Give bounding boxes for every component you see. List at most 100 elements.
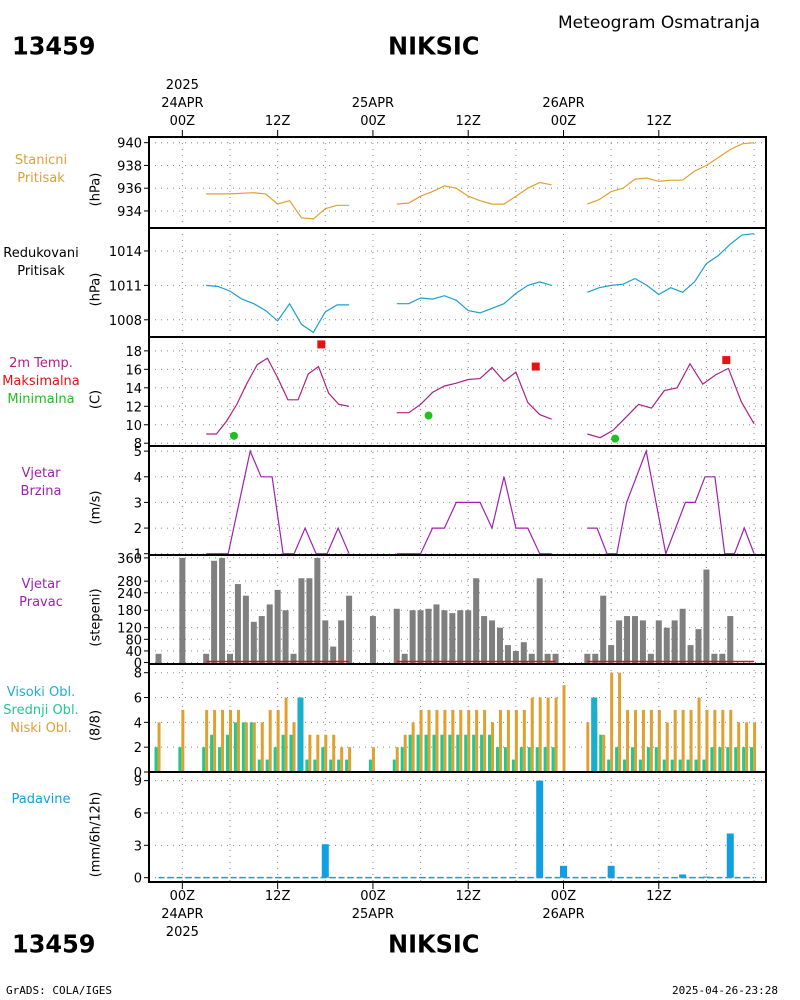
panel-label: Redukovani — [3, 246, 79, 261]
mid-cloud-bar — [210, 734, 214, 772]
wind-direction-bar — [250, 621, 257, 664]
mid-cloud-bar — [535, 747, 539, 772]
y-tick-label: 0 — [134, 657, 142, 672]
mid-cloud-bar — [257, 759, 261, 772]
bottom-hour-label: 12Z — [264, 889, 291, 904]
low-cloud-bar — [522, 709, 526, 772]
station-id-top: 13459 — [12, 31, 96, 61]
low-cloud-bar — [483, 709, 487, 772]
low-cloud-bar — [641, 709, 645, 772]
y-tick-label: 180 — [117, 604, 142, 619]
mid-cloud-bar — [424, 734, 428, 772]
mid-cloud-bar — [742, 747, 746, 772]
station_pressure-line — [587, 142, 755, 205]
wind-direction-bar — [592, 653, 599, 664]
top-date-label: 26APR — [542, 96, 585, 111]
y-tick-label: 12 — [125, 400, 142, 415]
mid-cloud-bar — [654, 747, 658, 772]
wind-direction-bar — [441, 610, 448, 664]
y-tick-label: 938 — [117, 159, 142, 174]
mid-cloud-bar — [273, 747, 277, 772]
mid-cloud-bar — [615, 747, 619, 772]
low-cloud-bar — [514, 709, 518, 772]
min-temp-marker — [229, 431, 238, 440]
panel-label: Vjetar — [21, 466, 61, 481]
low-cloud-bar — [260, 722, 264, 772]
low-cloud-bar — [443, 709, 447, 772]
low-cloud-bar — [252, 722, 256, 772]
wind-direction-bar — [449, 613, 456, 664]
wind-direction-bar — [226, 653, 233, 664]
mid-cloud-bar — [694, 759, 698, 772]
mid-cloud-bar — [702, 759, 706, 772]
top-year-label: 2025 — [165, 78, 199, 93]
panel-unit-label: (8/8) — [88, 709, 104, 742]
wind-direction-bar — [417, 610, 424, 664]
wind-direction-bar — [528, 653, 535, 664]
mid-cloud-bar — [670, 759, 674, 772]
wind-direction-bar — [425, 608, 432, 664]
mid-cloud-bar — [464, 734, 468, 772]
max-temp-marker — [531, 362, 540, 371]
wind-direction-bar — [203, 653, 210, 664]
panel-frame — [148, 136, 767, 229]
station_pressure-line — [206, 192, 350, 220]
panel-label: Maksimalna — [2, 374, 80, 389]
top-hour-label: 12Z — [646, 114, 672, 129]
wind-direction-bar — [282, 610, 289, 664]
mid-cloud-bar — [337, 759, 341, 772]
wind-direction-bar — [234, 584, 241, 664]
max-temp-marker — [722, 356, 731, 365]
low-cloud-bar — [332, 734, 336, 772]
low-cloud-bar — [157, 722, 161, 772]
low-cloud-bar — [665, 722, 669, 772]
mid-cloud-bar — [241, 722, 245, 772]
low-cloud-bar — [340, 747, 344, 772]
wind-direction-bar — [687, 645, 694, 664]
panel-label: Niski Obl. — [10, 721, 72, 736]
y-tick-label: 9 — [134, 775, 142, 790]
mid-cloud-bar — [305, 759, 309, 772]
low-cloud-bar — [681, 709, 685, 772]
low-cloud-bar — [395, 747, 399, 772]
panel-label: Srednji Obl. — [3, 703, 79, 718]
wind-direction-bar — [624, 616, 631, 664]
low-cloud-bar — [506, 709, 510, 772]
panel-unit-label: (stepeni) — [88, 588, 104, 647]
precipitation-bar — [726, 833, 734, 878]
precipitation-bar — [536, 780, 544, 878]
top-hour-label: 00Z — [360, 114, 386, 129]
station-name-top: NIKSIC — [388, 31, 480, 61]
low-cloud-bar — [721, 709, 725, 772]
y-tick-label: 2 — [134, 522, 142, 537]
mid-cloud-bar — [392, 759, 396, 772]
mid-cloud-bar — [551, 747, 555, 772]
wind-direction-bar — [369, 616, 376, 664]
wind-direction-bar — [393, 608, 400, 664]
bottom-hour-label: 12Z — [455, 889, 481, 904]
max-temp-marker — [317, 340, 326, 349]
mid-cloud-bar — [345, 759, 349, 772]
temperature-line — [396, 366, 552, 420]
y-tick-label: 936 — [117, 182, 142, 197]
wind-direction-bar — [631, 616, 638, 664]
mid-cloud-bar — [249, 722, 253, 772]
y-tick-label: 5 — [134, 445, 142, 460]
precipitation-bar — [560, 865, 568, 878]
mid-cloud-bar — [726, 747, 730, 772]
low-cloud-bar — [459, 709, 463, 772]
wind-direction-bar — [719, 653, 726, 664]
reduced_pressure-line — [587, 233, 755, 296]
wind-direction-bar — [306, 578, 313, 664]
temperature-line — [587, 362, 755, 439]
wind-direction-bar — [655, 620, 662, 664]
mid-cloud-bar — [329, 759, 333, 772]
low-cloud-bar — [554, 697, 558, 772]
y-tick-label: 14 — [125, 382, 142, 397]
mid-cloud-bar — [178, 747, 182, 772]
low-cloud-bar — [626, 709, 630, 772]
mid-cloud-bar — [511, 759, 515, 772]
mid-cloud-bar — [630, 747, 634, 772]
wind-direction-bar — [314, 557, 321, 664]
y-tick-label: 240 — [117, 587, 142, 602]
